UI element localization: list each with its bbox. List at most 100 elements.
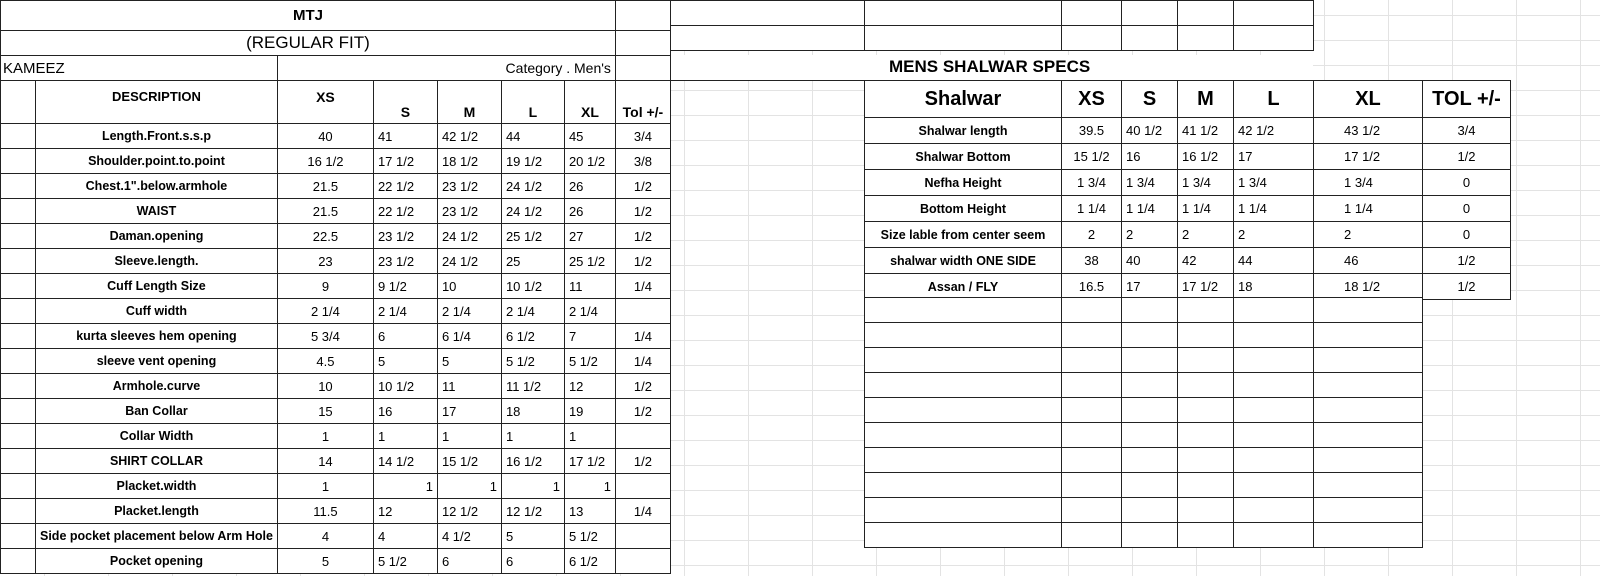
value-cell[interactable]: 1 1/4	[1061, 195, 1122, 222]
value-cell[interactable]: 19 1/2	[500, 148, 565, 174]
description-cell[interactable]: Length.Front.s.s.p	[35, 123, 278, 149]
value-cell[interactable]: 1 1/4	[1177, 195, 1234, 222]
value-cell[interactable]: 1 3/4	[1313, 169, 1423, 196]
cell[interactable]	[864, 347, 1062, 373]
cell[interactable]	[1233, 25, 1314, 51]
cell[interactable]	[1121, 347, 1178, 373]
value-cell[interactable]: 16.5	[1061, 273, 1122, 300]
cell[interactable]	[0, 448, 36, 474]
value-cell[interactable]: 5	[500, 523, 565, 549]
value-cell[interactable]: 1	[563, 473, 616, 499]
value-cell[interactable]: 1	[276, 473, 374, 499]
value-cell[interactable]: 42 1/2	[1233, 117, 1314, 144]
value-cell[interactable]: 41	[372, 123, 438, 149]
description-cell[interactable]: SHIRT COLLAR	[35, 448, 278, 474]
cell[interactable]	[1177, 372, 1234, 398]
value-cell[interactable]: 2	[1233, 221, 1314, 248]
value-cell[interactable]: 6 1/2	[500, 323, 565, 349]
cell[interactable]	[1313, 522, 1423, 548]
value-cell[interactable]: 1/2	[614, 448, 671, 474]
value-cell[interactable]: 9 1/2	[372, 273, 438, 299]
cell[interactable]	[1061, 347, 1122, 373]
value-cell[interactable]: 23 1/2	[372, 248, 438, 274]
cell[interactable]	[1061, 422, 1122, 448]
cell[interactable]	[1233, 422, 1314, 448]
cell[interactable]	[1061, 472, 1122, 498]
cell[interactable]	[864, 322, 1062, 348]
cell[interactable]	[1061, 372, 1122, 398]
column-header[interactable]: M	[436, 80, 502, 124]
column-header[interactable]: DESCRIPTION	[35, 80, 278, 124]
cell[interactable]	[1313, 422, 1423, 448]
value-cell[interactable]: 1 1/4	[1313, 195, 1423, 222]
cell[interactable]	[1121, 522, 1178, 548]
description-cell[interactable]: WAIST	[35, 198, 278, 224]
value-cell[interactable]: 16	[1121, 143, 1178, 170]
value-cell[interactable]: 4	[276, 523, 374, 549]
cell[interactable]	[0, 523, 36, 549]
cell[interactable]	[1061, 25, 1122, 51]
value-cell[interactable]: 2	[1177, 221, 1234, 248]
description-cell[interactable]: Placket.width	[35, 473, 278, 499]
value-cell[interactable]: 1	[500, 423, 565, 449]
value-cell[interactable]	[614, 548, 671, 574]
value-cell[interactable]: 1/2	[614, 198, 671, 224]
cell[interactable]	[1313, 372, 1423, 398]
value-cell[interactable]: 45	[563, 123, 616, 149]
value-cell[interactable]: 24 1/2	[436, 223, 502, 249]
column-header[interactable]: M	[1177, 80, 1234, 118]
value-cell[interactable]: 16 1/2	[1177, 143, 1234, 170]
value-cell[interactable]: 38	[1061, 247, 1122, 274]
cell[interactable]	[0, 80, 36, 124]
value-cell[interactable]: 7	[563, 323, 616, 349]
value-cell[interactable]	[614, 473, 671, 499]
value-cell[interactable]: 26	[563, 198, 616, 224]
description-cell[interactable]: Cuff Length Size	[35, 273, 278, 299]
value-cell[interactable]: 2	[1313, 221, 1423, 248]
value-cell[interactable]: 2 1/4	[436, 298, 502, 324]
value-cell[interactable]: 12 1/2	[436, 498, 502, 524]
cell[interactable]	[669, 0, 865, 26]
value-cell[interactable]: 0	[1422, 221, 1511, 248]
cell[interactable]	[1121, 25, 1178, 51]
description-cell[interactable]: Assan / FLY	[864, 273, 1062, 300]
column-header[interactable]: TOL +/-	[1422, 80, 1511, 118]
category-label[interactable]: Category . Men's	[276, 55, 616, 81]
cell[interactable]	[1233, 372, 1314, 398]
value-cell[interactable]: 5 3/4	[276, 323, 374, 349]
cell[interactable]	[1121, 447, 1178, 473]
description-cell[interactable]: Sleeve.length.	[35, 248, 278, 274]
value-cell[interactable]: 2	[1061, 221, 1122, 248]
value-cell[interactable]: 1	[436, 423, 502, 449]
cell[interactable]	[864, 397, 1062, 423]
value-cell[interactable]: 17	[436, 398, 502, 424]
value-cell[interactable]: 10	[436, 273, 502, 299]
description-cell[interactable]: Cuff width	[35, 298, 278, 324]
cell[interactable]	[1177, 297, 1234, 323]
value-cell[interactable]: 18 1/2	[1313, 273, 1423, 300]
value-cell[interactable]: 16 1/2	[500, 448, 565, 474]
cell[interactable]	[0, 373, 36, 399]
description-cell[interactable]: Daman.opening	[35, 223, 278, 249]
value-cell[interactable]: 11.5	[276, 498, 374, 524]
cell[interactable]	[614, 0, 671, 31]
value-cell[interactable]: 1 3/4	[1121, 169, 1178, 196]
value-cell[interactable]: 5 1/2	[372, 548, 438, 574]
cell[interactable]	[1233, 322, 1314, 348]
cell[interactable]	[1233, 522, 1314, 548]
value-cell[interactable]: 2 1/4	[276, 298, 374, 324]
value-cell[interactable]: 16 1/2	[276, 148, 374, 174]
value-cell[interactable]: 18	[500, 398, 565, 424]
value-cell[interactable]: 40	[1121, 247, 1178, 274]
cell[interactable]	[0, 323, 36, 349]
value-cell[interactable]: 1/2	[1422, 247, 1511, 274]
cell[interactable]	[0, 198, 36, 224]
cell[interactable]	[0, 498, 36, 524]
cell[interactable]	[1233, 0, 1314, 26]
value-cell[interactable]: 9	[276, 273, 374, 299]
value-cell[interactable]: 1	[276, 423, 374, 449]
cell[interactable]	[1061, 447, 1122, 473]
cell[interactable]	[1177, 25, 1234, 51]
cell[interactable]	[1177, 322, 1234, 348]
column-header[interactable]: L	[1233, 80, 1314, 118]
